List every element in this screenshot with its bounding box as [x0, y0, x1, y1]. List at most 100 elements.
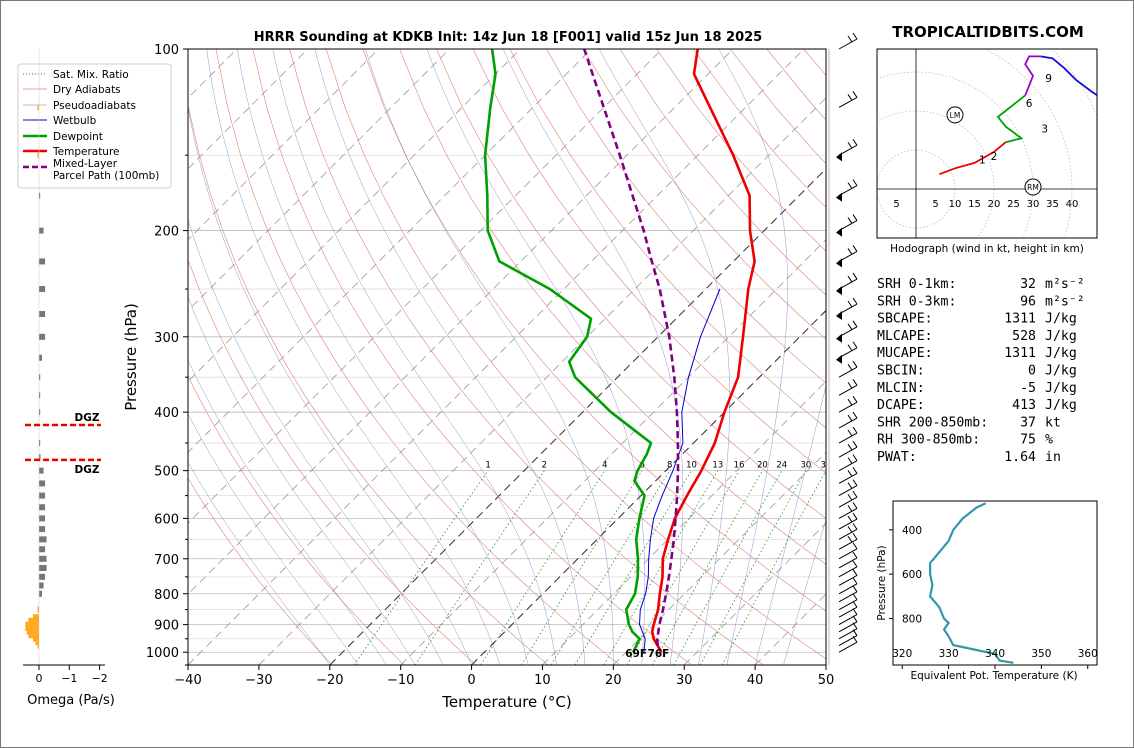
wind-barb-feather	[847, 182, 853, 189]
wind-barb-feather	[847, 35, 853, 43]
mixing-ratio-label: 4	[602, 461, 607, 471]
dry-adiabat	[766, 49, 826, 121]
omega-bar	[39, 192, 41, 199]
index-unit: J/kg	[1045, 364, 1077, 379]
wind-barb-feather	[852, 629, 858, 636]
wind-barb-feather	[847, 94, 853, 101]
index-value: 1311	[1004, 312, 1036, 327]
isotherm	[188, 49, 734, 595]
index-label: SRH 0-1km:	[877, 277, 956, 292]
wind-barb-staff	[838, 384, 858, 396]
omega-bar	[39, 409, 41, 416]
wind-barb-feather	[852, 560, 858, 568]
omega-axis-label: Omega (Pa/s)	[27, 693, 115, 708]
legend-label-2: Pseudoadiabats	[53, 100, 136, 112]
wind-barb-feather	[852, 512, 858, 520]
hodo-height-label: 3	[1041, 123, 1048, 135]
wind-barb-staff	[838, 472, 858, 484]
hodo-frame	[876, 48, 1098, 239]
y-tick-label: 500	[154, 465, 179, 480]
wind-barb-pennant	[836, 286, 842, 295]
isotherm	[258, 97, 826, 665]
wind-barb-staff	[838, 548, 858, 560]
wind-barb-feather	[847, 344, 853, 352]
isotherm	[188, 49, 521, 383]
thetae-plot	[928, 502, 1014, 664]
wind-barb-staff	[838, 557, 858, 569]
moist-adiabat	[598, 49, 731, 665]
moist-adiabat	[206, 49, 501, 665]
thetae-y-label: Pressure (hPa)	[876, 545, 888, 620]
wind-barb-feather	[852, 378, 858, 386]
omega-bar	[37, 152, 39, 159]
index-value: 32	[1020, 277, 1036, 292]
dry-adiabat	[188, 375, 405, 665]
index-label: PWAT:	[877, 450, 917, 465]
omega-bar	[25, 625, 39, 632]
moist-adiabat	[718, 49, 788, 665]
moist-adiabat	[188, 359, 387, 665]
mixing-ratio-label: 1	[485, 461, 490, 471]
wind-barb-staff	[838, 417, 858, 429]
series-line-mixed-layer-parcel-path-mb-	[582, 49, 680, 646]
mixing-ratio-line	[353, 470, 489, 665]
wind-barb-feather	[852, 440, 858, 448]
hodo-ring-label: 10	[949, 199, 962, 210]
index-label: DCAPE:	[877, 398, 925, 413]
surface-temperature-label: 76F	[648, 648, 670, 660]
dry-adiabat	[252, 49, 692, 665]
mixing-ratio-line	[574, 470, 692, 665]
wind-barb-feather	[852, 179, 858, 186]
dry-adiabat	[582, 49, 826, 340]
hodo-height-label: 2	[991, 151, 998, 163]
omega-bar	[35, 639, 39, 646]
wind-barb-staff	[838, 599, 858, 611]
storm-motion-marker	[1024, 178, 1042, 196]
index-value: 1311	[1004, 346, 1036, 361]
x-tick-label: −40	[174, 673, 201, 688]
mixing-ratio-line	[626, 470, 740, 665]
chart-title: HRRR Sounding at KDKB Init: 14z Jun 18 […	[254, 30, 762, 45]
moist-adiabat	[188, 296, 416, 665]
index-label: MLCAPE:	[877, 329, 933, 344]
wind-barb-feather	[847, 398, 853, 406]
isotherm	[542, 380, 826, 665]
wind-barb-feather	[852, 214, 858, 221]
surface-dewpoint-label: 69F	[625, 648, 647, 660]
index-value: 528	[1012, 329, 1036, 344]
wind-barb-staff	[838, 401, 858, 413]
x-tick-label: 30	[676, 673, 693, 688]
isotherm	[400, 239, 826, 665]
index-value: 1.64	[1004, 450, 1036, 465]
wind-barb-staff	[838, 496, 858, 508]
wind-barb-feather	[852, 635, 858, 643]
omega-bar	[39, 480, 46, 487]
dry-adiabat	[803, 49, 826, 76]
thetae-y-tick-label: 600	[902, 569, 922, 581]
wind-barb-feather	[847, 505, 853, 512]
hodo-ring-label: 40	[1066, 199, 1079, 210]
isotherm	[188, 49, 805, 665]
omega-bar	[37, 104, 39, 111]
wind-barb-staff	[838, 566, 858, 578]
series-line-temperature	[650, 49, 756, 653]
moist-adiabat	[188, 218, 444, 665]
wind-barb-staff	[838, 38, 858, 50]
omega-bar	[39, 546, 46, 553]
legend-label-0: Sat. Mix. Ratio	[53, 69, 129, 81]
wind-barb-feather	[847, 363, 853, 371]
wind-barb-feather	[847, 535, 853, 543]
series-line-dewpoint	[483, 49, 653, 653]
omega-bar	[39, 392, 41, 399]
dry-adiabat	[509, 49, 826, 429]
index-value: 0	[1028, 364, 1036, 379]
index-unit: J/kg	[1045, 381, 1077, 396]
wind-barb-pennant	[836, 333, 842, 343]
hodo-ring-label: 25	[1007, 199, 1020, 210]
index-label: SRH 0-3km:	[877, 294, 956, 309]
omega-bar	[39, 286, 46, 293]
wind-barb-feather	[847, 429, 853, 437]
omega-bar	[39, 467, 44, 474]
wind-barb-feather	[847, 443, 853, 451]
series-line-wetbulb	[639, 288, 721, 653]
